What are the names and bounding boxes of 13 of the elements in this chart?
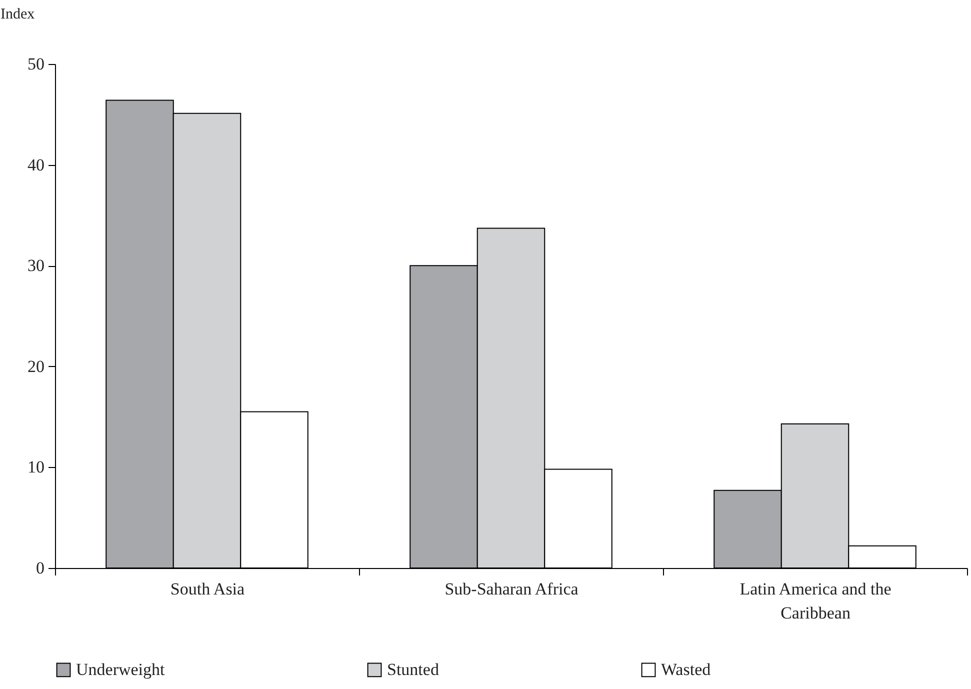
legend-label: Underweight [76,660,166,679]
y-tick-label: 0 [36,558,44,578]
legend-label: Wasted [661,660,712,679]
y-tick-label: 10 [28,458,44,477]
y-tick-label: 30 [28,256,44,276]
legend-label: Stunted [387,660,440,679]
y-axis-title: Index [0,6,36,22]
y-tick-label: 40 [28,155,44,174]
y-tick-label: 20 [28,356,44,376]
x-tick-label: Sub-Saharan Africa [444,580,579,598]
x-tick-label: Latin America and the Caribbean [740,580,892,622]
x-tick-label: South Asia [170,580,246,598]
y-tick-label: 50 [28,54,44,74]
